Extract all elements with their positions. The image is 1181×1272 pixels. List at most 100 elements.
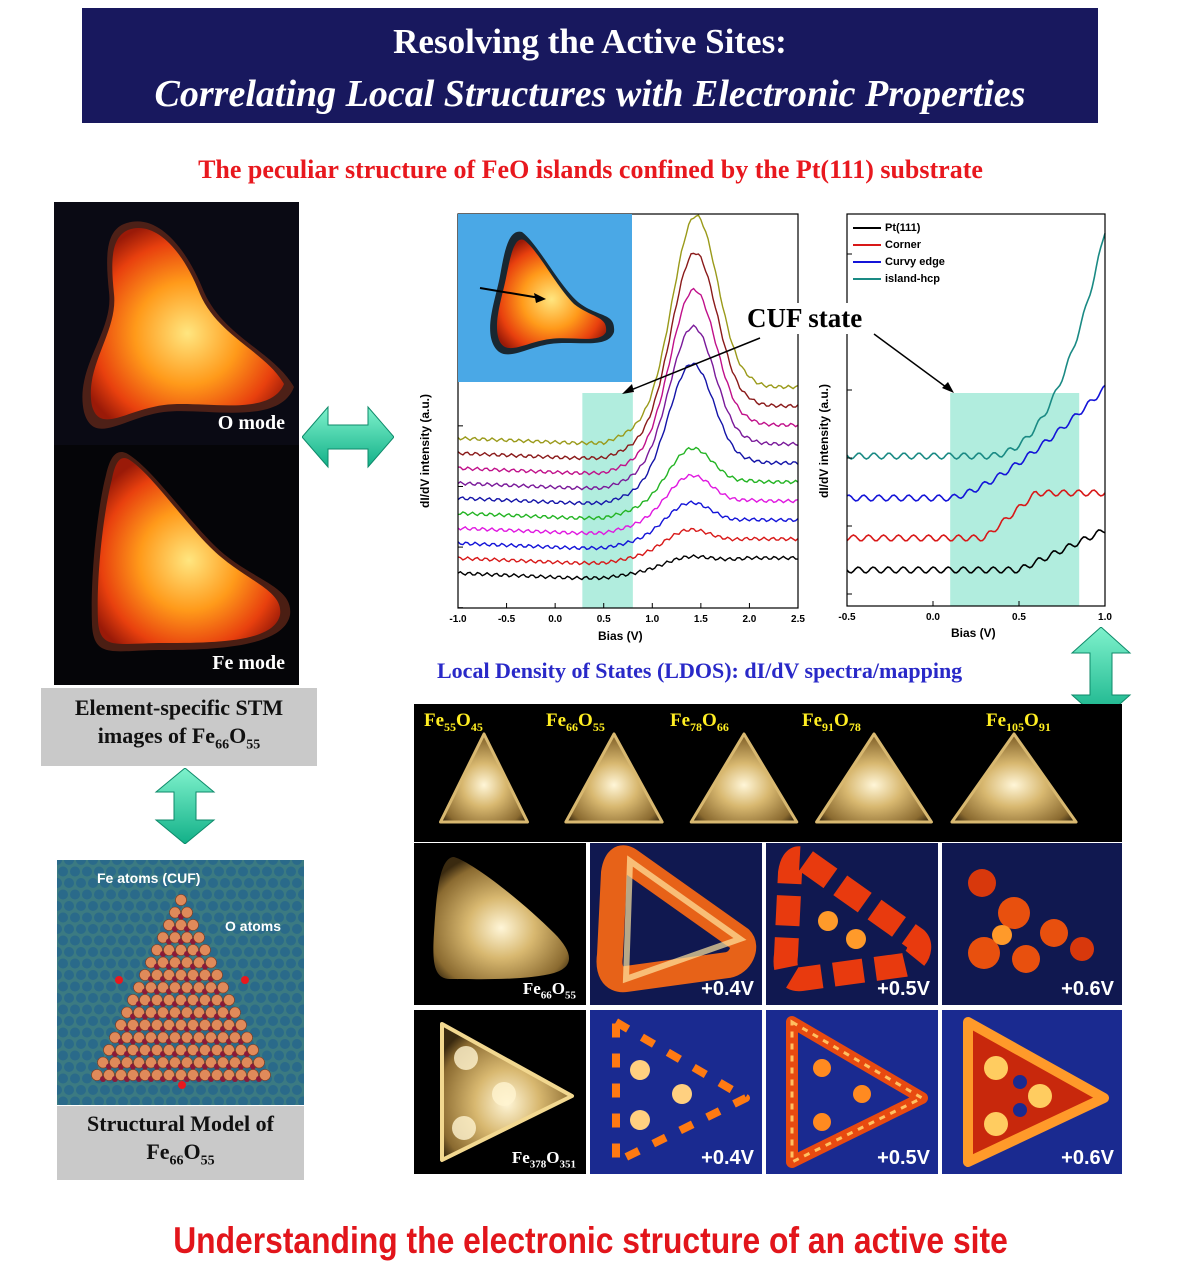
pt-atom [148, 878, 158, 888]
fe-atom [193, 981, 205, 994]
row3-voltage-2: +0.6V [1061, 1147, 1114, 1169]
pt-atom [250, 958, 260, 969]
chart-2-series-1 [846, 489, 1106, 542]
pt-atom [226, 958, 236, 969]
pt-atom [154, 889, 164, 900]
row2-map-04v: +0.4V [590, 843, 762, 1005]
pt-atom [196, 860, 206, 865]
pt-atom [58, 1004, 68, 1015]
pt-atom [298, 889, 304, 900]
pt-atom [286, 1004, 296, 1015]
chart-1-xtick-label: 2.5 [791, 614, 805, 625]
r3-n1: 378 [529, 1158, 547, 1170]
chart-2-series-2 [846, 384, 1106, 502]
fe-atom [181, 1006, 193, 1019]
r3-fe: Fe [511, 1147, 530, 1167]
pt-atom [136, 860, 146, 865]
pt-atom [292, 878, 302, 888]
pt-atom [268, 993, 278, 1003]
fe-atom [151, 969, 163, 981]
pt-atom [57, 1085, 62, 1095]
fe-atom [157, 931, 169, 944]
section-subtitle: The peculiar structure of FeO islands co… [198, 155, 983, 184]
fe-atom [139, 1069, 151, 1081]
chart-1-svg: -1.0 -0.5 0.0 0.5 1.0 1.5 2.0 2.5 [449, 213, 805, 625]
pt-atom [244, 1085, 254, 1095]
pt-atom [226, 889, 236, 900]
stm-O: O [229, 723, 247, 748]
fe-atom [229, 1006, 241, 1019]
chart-1: -1.0 -0.5 0.0 0.5 1.0 1.5 2.0 2.5 dI/dV intensi… [418, 208, 805, 648]
pt-atom [244, 901, 254, 911]
fe-atom [211, 994, 223, 1006]
fe-atom [193, 931, 205, 944]
stm-sub1: 66 [215, 737, 230, 753]
chart-2: -0.5 0.0 0.5 1.0 dI/dV intensity (a.u.) Bia… [815, 208, 1115, 648]
pt-atom [250, 935, 260, 946]
pt-atom [286, 958, 296, 969]
pt-atom [286, 1027, 296, 1038]
fe-atom [133, 981, 145, 994]
pt-atom [220, 947, 230, 957]
pt-atom [256, 947, 266, 957]
pt-atom [70, 912, 80, 923]
fe-atom [163, 994, 175, 1006]
pt-atom [256, 924, 266, 934]
pt-atom [124, 970, 134, 980]
pt-atom [280, 993, 290, 1003]
fe-atom [193, 1031, 205, 1044]
tl1-o: O [578, 710, 593, 731]
pt-atom [256, 901, 266, 911]
pt-atom [160, 901, 170, 911]
pt-atom [202, 1096, 212, 1105]
pt-atom [76, 947, 86, 957]
fe-atom [175, 1019, 187, 1031]
pt-atom [226, 866, 236, 877]
fe-atom [211, 1044, 223, 1056]
chart-2-xlabel: Bias (V) [951, 626, 996, 640]
pt-atom [100, 947, 110, 957]
pt-atom [298, 935, 304, 946]
pt-atom [268, 1039, 278, 1049]
pt-atom [166, 889, 176, 900]
fe-atom [145, 956, 157, 969]
r2-fe: Fe [522, 978, 541, 998]
pt-atom [57, 924, 62, 934]
legend-swatch-0 [853, 227, 881, 230]
pt-atom [268, 947, 278, 957]
pt-atom [214, 1096, 224, 1105]
stm-caption-text: images of Fe [97, 723, 216, 748]
row2-voltage-1: +0.5V [877, 978, 930, 1000]
pt-atom [58, 981, 68, 992]
pt-atom [64, 860, 74, 865]
chart-1-series-1 [457, 527, 799, 566]
fe-atom [199, 969, 211, 981]
fe-atom [199, 1069, 211, 1081]
pt-atom [256, 878, 266, 888]
pt-atom [238, 912, 248, 923]
tl1-fe: Fe [546, 710, 567, 731]
fe-atom [169, 956, 181, 969]
grid-row-1: Fe55O45 Fe66O55 Fe78O66 Fe91O78 Fe105O91 [414, 704, 1122, 842]
pt-atom [76, 1062, 86, 1072]
pt-atom [70, 1027, 80, 1038]
chart-2-xtick-label: 0.0 [926, 612, 940, 623]
pt-atom [82, 1073, 92, 1084]
pt-atom [57, 878, 62, 888]
fe-atom [151, 944, 163, 956]
pt-atom [256, 1016, 266, 1026]
double-arrow-vertical-left-icon [154, 768, 216, 844]
tl4-n1: 105 [1006, 719, 1025, 734]
pt-atom [226, 935, 236, 946]
pt-atom [106, 1096, 116, 1105]
pt-atom [262, 981, 272, 992]
fe-atom [115, 1019, 127, 1031]
tl3-fe: Fe [802, 710, 823, 731]
pt-atom [232, 1085, 242, 1095]
fe-atom [151, 1069, 163, 1081]
fe-atom [223, 1069, 235, 1081]
fe-atom [121, 1031, 133, 1044]
pt-atom [268, 1085, 278, 1095]
stm-caption-line2: images of Fe66O55 [41, 722, 317, 759]
pt-atom [298, 1096, 304, 1105]
